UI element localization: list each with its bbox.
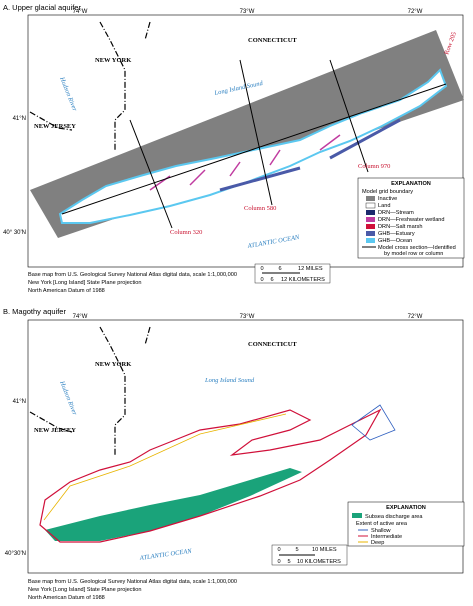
lon-label: 74°W <box>73 314 88 320</box>
place-label: NEW JERSEY <box>34 123 76 130</box>
legend-swatch <box>366 196 375 201</box>
scale-label: 0 <box>260 266 263 272</box>
lat-label: 40° 30'N <box>3 230 26 236</box>
legend-label: Intermediate <box>371 534 402 540</box>
map-frame <box>27 319 464 574</box>
section-label: Row 205 <box>443 31 458 56</box>
legend-label: Land <box>378 203 390 209</box>
scale-label: 10 KILOMETERS <box>297 559 341 565</box>
legend-swatch <box>352 513 362 518</box>
legend-label: Extent of active area <box>356 521 408 527</box>
legend-label: Shallow <box>371 528 392 534</box>
place-label: NEW JERSEY <box>34 427 76 434</box>
water-label: Long Island Sound <box>213 80 264 97</box>
cross-sections <box>61 59 447 229</box>
note: Base map from U.S. Geological Survey Nat… <box>28 272 237 278</box>
legend-subtitle: Model grid boundary <box>362 189 413 195</box>
lon-label: 73°W <box>240 9 255 15</box>
section-label: Column 580 <box>244 205 276 212</box>
lat-label: 41°N <box>13 116 26 122</box>
water-label: Hudson River <box>58 379 78 416</box>
lon-label: 72°W <box>408 314 423 320</box>
scale-label: 5 <box>287 559 290 565</box>
lon-label: 72°W <box>408 9 423 15</box>
legend-label: by model row or column <box>384 251 443 257</box>
legend-label: Inactive <box>378 196 397 202</box>
legend-label: Subsea discharge area <box>365 514 423 520</box>
place-label: NEW YORK <box>95 361 131 368</box>
shallow-extent <box>39 408 382 543</box>
state-boundaries <box>29 326 151 455</box>
legend-label: DRN—Stream <box>378 210 414 216</box>
scale-label: 6 <box>270 277 273 283</box>
legend: EXPLANATION Subsea discharge area Extent… <box>347 501 465 547</box>
legend-swatch <box>366 238 375 243</box>
water-label: ATLANTIC OCEAN <box>246 234 300 250</box>
lon-label: 73°W <box>240 314 255 320</box>
panel-title: B. Magothy aquifer <box>3 307 66 316</box>
legend-title: EXPLANATION <box>391 181 431 187</box>
note: North American Datum of 1988 <box>28 288 105 294</box>
legend: EXPLANATION Model grid boundary Inactive… <box>357 177 465 259</box>
lat-label: 40°30'N <box>5 551 26 557</box>
legend-box <box>357 177 465 259</box>
legend-swatch <box>366 224 375 229</box>
legend-label: DRN—Salt marsh <box>378 224 422 230</box>
legend-label: GHB—Estuary <box>378 231 415 237</box>
scale-label: 10 MILES <box>312 547 337 553</box>
panel-title: A. Upper glacial aquifer <box>3 3 81 12</box>
scale-label: 0 <box>277 547 280 553</box>
note: New York [Long Island] State Plane proje… <box>28 587 142 593</box>
legend-box <box>347 501 465 547</box>
note: New York [Long Island] State Plane proje… <box>28 280 142 286</box>
legend-label: DRN—Freshwater wetland <box>378 217 445 223</box>
note: Base map from U.S. Geological Survey Nat… <box>28 579 237 585</box>
subsea-discharge <box>45 468 302 541</box>
estuary <box>219 118 401 192</box>
scale-label: 6 <box>278 266 281 272</box>
legend-label: Deep <box>371 540 384 546</box>
legend-swatch <box>366 217 375 222</box>
legend-label: GHB—Ocean <box>378 238 412 244</box>
water-label: Long Island Sound <box>204 377 255 384</box>
water-label: ATLANTIC OCEAN <box>138 548 192 562</box>
water-label: Hudson River <box>58 75 78 112</box>
place-label: NEW YORK <box>95 57 131 64</box>
scale-label: 12 KILOMETERS <box>281 277 325 283</box>
legend-title: EXPLANATION <box>386 505 426 511</box>
scale-bar: 0 5 10 MILES 0 5 10 KILOMETERS <box>271 544 348 566</box>
deep-extent <box>43 413 287 521</box>
scale-label: 12 MILES <box>298 266 323 272</box>
legend-swatch <box>366 210 375 215</box>
state-boundaries <box>29 21 151 150</box>
place-label: CONNECTICUT <box>248 341 297 348</box>
place-label: CONNECTICUT <box>248 37 297 44</box>
scale-label: 5 <box>295 547 298 553</box>
lon-label: 74°W <box>73 9 88 15</box>
map-frame <box>27 14 464 268</box>
scale-label: 0 <box>260 277 263 283</box>
scale-label: 0 <box>277 559 280 565</box>
legend-swatch <box>365 202 376 209</box>
wetland <box>149 134 341 191</box>
scale-bar: 0 6 12 MILES 0 6 12 KILOMETERS <box>254 263 331 284</box>
lat-label: 41°N <box>13 399 26 405</box>
legend-label: Model cross section—Identified <box>378 245 456 251</box>
section-label: Column 320 <box>170 229 202 236</box>
section-label: Column 970 <box>358 163 390 170</box>
note: North American Datum of 1988 <box>28 595 105 601</box>
legend-swatch <box>366 231 375 236</box>
intermediate-extent <box>351 404 396 441</box>
